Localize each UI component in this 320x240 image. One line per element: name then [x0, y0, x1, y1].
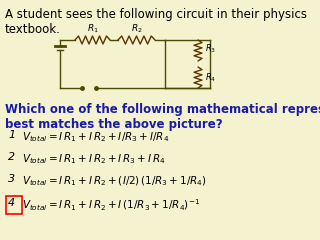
Text: $R_2$: $R_2$	[131, 23, 142, 35]
Text: $R_4$: $R_4$	[205, 71, 216, 84]
Text: $V_{total} = I\,R_1 + I\,R_2 + I\,(1/R_3 + 1/R_4)^{-1}$: $V_{total} = I\,R_1 + I\,R_2 + I\,(1/R_3…	[22, 198, 200, 213]
Text: Which one of the following mathematical representations
best matches the above p: Which one of the following mathematical …	[5, 103, 320, 131]
Text: A student sees the following circuit in their physics
textbook.: A student sees the following circuit in …	[5, 8, 307, 36]
Text: $R_3$: $R_3$	[205, 42, 216, 55]
Text: $V_{total} = I\,R_1 + I\,R_2 + I\,R_3 + I\,R_4$: $V_{total} = I\,R_1 + I\,R_2 + I\,R_3 + …	[22, 152, 166, 166]
Text: 4: 4	[8, 198, 15, 208]
Text: $V_{total} = I\,R_1 + I\,R_2 + (I/2)\,(1/R_3 + 1/R_4)$: $V_{total} = I\,R_1 + I\,R_2 + (I/2)\,(1…	[22, 174, 207, 188]
Text: $R_1$: $R_1$	[87, 23, 98, 35]
Text: 3: 3	[8, 174, 15, 184]
Text: $V_{total} = I\,R_1 + I\,R_2 + I/R_3 + I/R_4$: $V_{total} = I\,R_1 + I\,R_2 + I/R_3 + I…	[22, 130, 169, 144]
Text: 2: 2	[8, 152, 15, 162]
Text: 1: 1	[8, 130, 15, 140]
